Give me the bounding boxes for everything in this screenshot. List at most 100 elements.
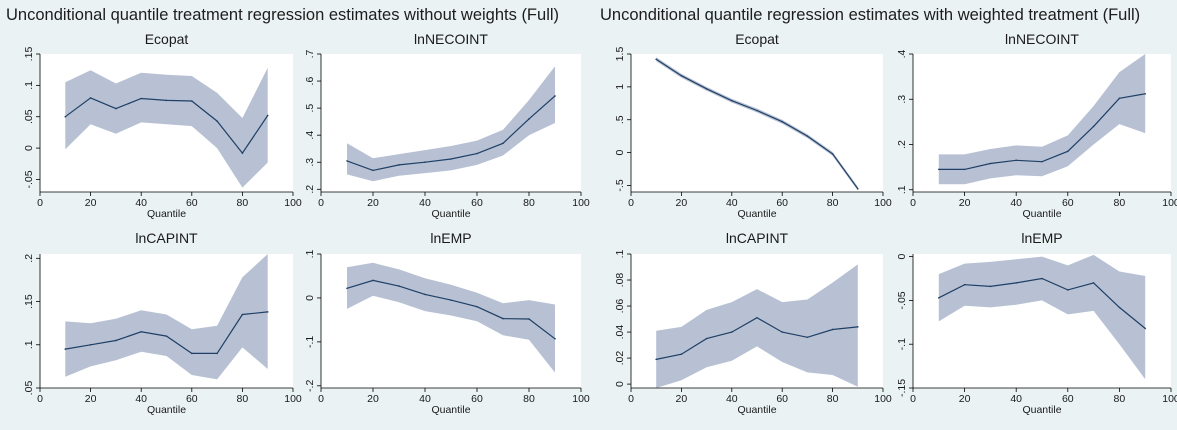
chart-title: lnEMP	[430, 230, 471, 246]
chart-panel-2: lnCAPINT .05 .1 .15 .2 0 20 40 60 80 100 Quantile	[23, 230, 302, 416]
y-tick-label: .06	[614, 299, 626, 314]
x-axis-label: Quantile	[431, 208, 470, 220]
estimate-point	[1118, 97, 1121, 100]
confidence-band	[656, 57, 858, 191]
x-tick-label: 0	[37, 393, 43, 405]
x-tick-label: 40	[135, 393, 147, 405]
x-tick-label: 0	[910, 197, 916, 209]
group-title-right: Unconditional quantile regression estima…	[600, 6, 1141, 24]
estimate-point	[857, 187, 859, 190]
estimate-point	[346, 160, 348, 162]
x-axis-label: Quantile	[737, 404, 776, 416]
x-tick-label: 40	[419, 197, 431, 209]
x-tick-label: 40	[726, 393, 738, 405]
estimate-point	[89, 97, 92, 99]
estimate-point	[938, 168, 940, 171]
estimate-point	[476, 305, 478, 308]
x-tick-label: 20	[959, 393, 971, 405]
x-tick-label: 20	[85, 197, 97, 209]
y-tick-label: .02	[614, 351, 626, 366]
x-tick-label: 80	[523, 393, 535, 405]
estimate-point	[450, 158, 452, 160]
estimate-point	[528, 118, 530, 120]
x-tick-label: 40	[1010, 197, 1022, 209]
estimate-point	[115, 339, 117, 342]
x-tick-label: 20	[676, 197, 688, 209]
y-tick-label: .3	[304, 158, 316, 167]
x-tick-label: 40	[726, 197, 738, 209]
y-tick-label: .3	[896, 95, 908, 104]
x-tick-label: 60	[186, 197, 198, 209]
estimate-point	[963, 168, 966, 171]
x-tick-label: 0	[318, 197, 324, 209]
estimate-point	[241, 313, 244, 316]
estimate-point	[705, 337, 708, 340]
x-axis-label: Quantile	[737, 208, 776, 220]
x-tick-label: 100	[572, 393, 590, 405]
x-tick-label: 80	[237, 393, 249, 405]
y-tick-label: .5	[304, 104, 316, 113]
y-tick-label: .1	[614, 249, 626, 258]
y-tick-label: .4	[896, 49, 908, 58]
x-tick-label: 80	[827, 393, 839, 405]
estimate-point	[989, 162, 992, 165]
x-axis-label: Quantile	[1022, 404, 1061, 416]
estimate-point	[398, 164, 400, 166]
confidence-band	[65, 254, 268, 380]
confidence-band	[656, 264, 858, 388]
estimate-point	[554, 337, 556, 340]
x-tick-label: 100	[1162, 393, 1177, 405]
estimate-point	[241, 152, 244, 154]
y-tick-label: -.05	[896, 291, 908, 309]
estimate-point	[216, 352, 218, 355]
estimate-point	[450, 299, 452, 301]
estimate-point	[731, 99, 733, 102]
estimate-point	[1092, 125, 1095, 128]
y-tick-label: 0	[23, 145, 35, 151]
y-tick-label: .2	[23, 254, 35, 263]
estimate-point	[1015, 159, 1017, 162]
y-tick-label: -.05	[23, 170, 35, 188]
y-tick-label: 0	[614, 381, 626, 387]
x-tick-label: 100	[1162, 197, 1177, 209]
y-tick-label: .05	[23, 109, 35, 124]
y-tick-label: .1	[304, 249, 316, 258]
x-tick-label: 20	[959, 197, 971, 209]
y-tick-label: .2	[304, 185, 316, 194]
y-tick-label: .4	[304, 131, 316, 140]
y-tick-label: 0	[614, 149, 626, 155]
estimate-point	[424, 161, 426, 164]
x-tick-label: 100	[284, 393, 302, 405]
chart-title: Ecopat	[145, 31, 189, 47]
x-tick-label: 80	[1114, 197, 1126, 209]
x-tick-label: 100	[874, 197, 892, 209]
y-tick-label: -.1	[304, 336, 316, 348]
y-tick-label: 0	[896, 254, 908, 260]
estimate-point	[989, 285, 992, 288]
estimate-point	[963, 283, 966, 286]
estimate-point	[781, 120, 783, 123]
x-tick-label: 40	[419, 393, 431, 405]
estimate-point	[554, 95, 556, 97]
y-tick-label: .2	[896, 140, 908, 149]
confidence-band	[65, 67, 268, 188]
estimate-point	[831, 153, 834, 155]
y-tick-label: .08	[614, 273, 626, 288]
x-tick-label: 0	[628, 197, 634, 209]
estimate-point	[1067, 289, 1069, 291]
y-tick-label: -.1	[896, 338, 908, 350]
y-tick-label: 1	[614, 84, 626, 90]
chart-title: lnCAPINT	[135, 230, 198, 246]
y-tick-label: .6	[304, 77, 316, 86]
x-tick-label: 60	[471, 393, 483, 405]
x-tick-label: 100	[284, 197, 302, 209]
y-tick-label: .04	[614, 325, 626, 340]
estimate-point	[731, 331, 733, 333]
y-tick-label: 0	[304, 295, 316, 301]
x-tick-label: 100	[874, 393, 892, 405]
estimate-point	[424, 293, 426, 296]
x-tick-label: 0	[318, 393, 324, 405]
estimate-point	[938, 296, 940, 299]
estimate-point	[831, 328, 834, 331]
